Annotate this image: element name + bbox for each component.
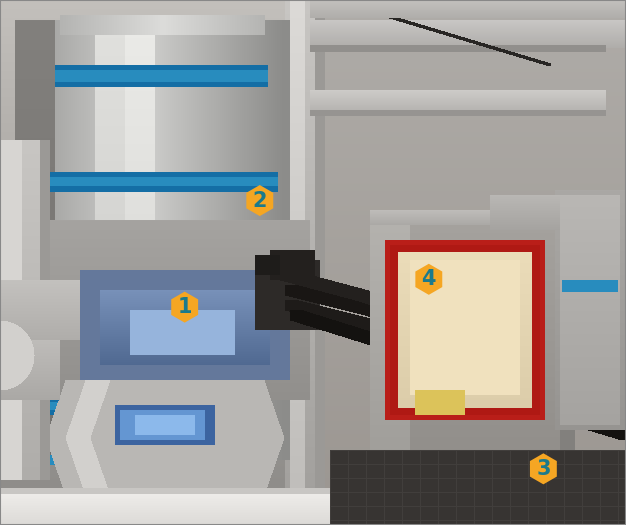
Text: 3: 3 [536, 459, 551, 479]
Point [255, 196, 265, 205]
Point [538, 465, 548, 473]
Point [424, 275, 434, 284]
Text: 1: 1 [177, 297, 192, 317]
Text: 2: 2 [252, 191, 267, 211]
Text: 4: 4 [421, 269, 436, 289]
Point [180, 303, 190, 311]
